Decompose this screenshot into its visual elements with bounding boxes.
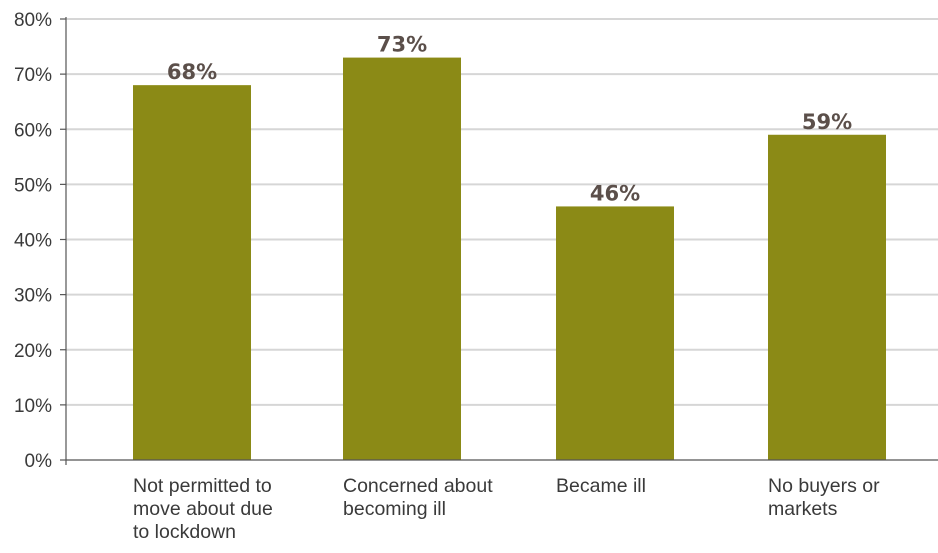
- data-label: 68%: [167, 60, 217, 84]
- bars: [133, 57, 886, 461]
- category-label-line: markets: [768, 498, 838, 520]
- category-labels: Not permitted to move about due to lockdow…: [133, 475, 880, 543]
- y-tick-label: 70%: [14, 65, 52, 86]
- y-tick-label: 50%: [14, 175, 52, 196]
- data-labels: 68% 73% 46% 59%: [167, 33, 852, 206]
- bar: [556, 206, 674, 460]
- data-label: 73%: [377, 33, 427, 57]
- category-label-line: Not permitted to: [133, 475, 272, 497]
- y-tick-label: 60%: [14, 120, 52, 141]
- bar: [768, 134, 886, 460]
- category-label-line: to lockdown: [133, 521, 236, 543]
- y-tick-labels: 0% 10% 20% 30% 40% 50% 60% 70% 80%: [14, 10, 52, 472]
- category-label-line: becoming ill: [343, 498, 446, 520]
- category-label-line: move about due: [133, 498, 273, 520]
- category-label: Became ill: [556, 475, 646, 497]
- data-label: 59%: [802, 110, 852, 134]
- bar: [343, 57, 461, 461]
- y-tick-label: 20%: [14, 341, 52, 362]
- category-label-line: No buyers or: [768, 475, 880, 497]
- axes: [60, 17, 938, 465]
- category-label: No buyers or markets: [768, 475, 880, 520]
- bar: [133, 85, 251, 461]
- category-label: Concerned about becoming ill: [343, 475, 493, 520]
- y-tick-label: 10%: [14, 396, 52, 417]
- y-tick-label: 80%: [14, 10, 52, 31]
- category-label: Not permitted to move about due to lockdow…: [133, 475, 273, 543]
- data-label: 46%: [590, 181, 640, 205]
- y-tick-label: 0%: [25, 451, 53, 472]
- y-tick-label: 30%: [14, 286, 52, 307]
- y-tick-label: 40%: [14, 231, 52, 252]
- category-label-line: Concerned about: [343, 475, 493, 497]
- category-label-line: Became ill: [556, 475, 646, 497]
